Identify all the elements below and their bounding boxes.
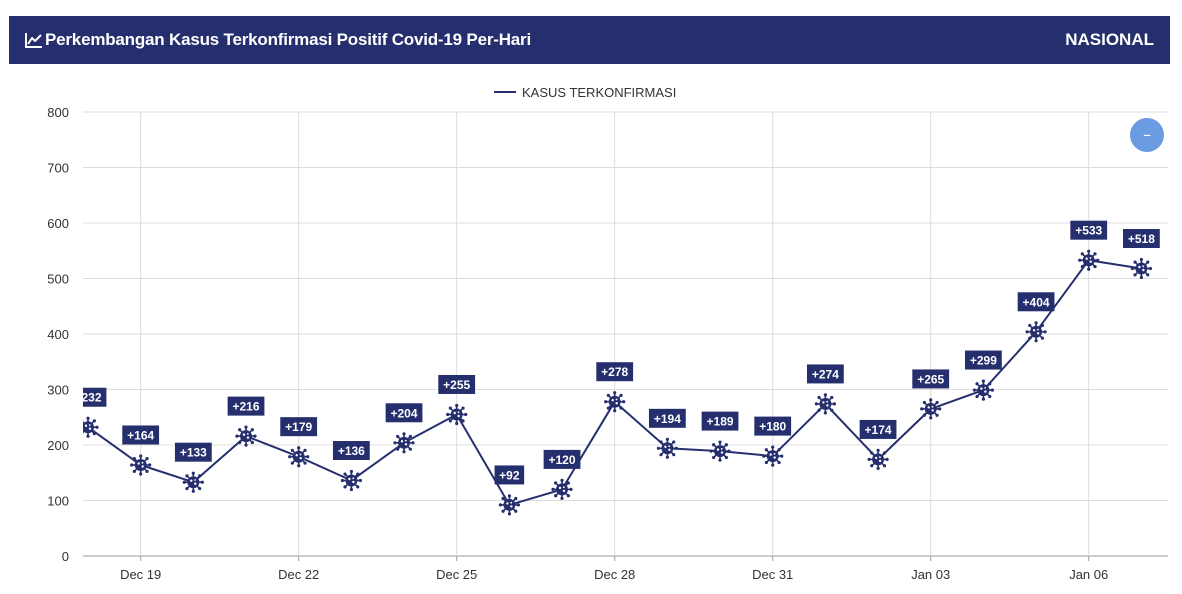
data-label-box <box>964 350 1002 370</box>
data-label: +189 <box>707 415 734 429</box>
virus-marker-icon[interactable] <box>1078 249 1100 271</box>
virus-marker-icon[interactable] <box>288 446 310 468</box>
data-label: +179 <box>285 420 312 434</box>
virus-marker-icon[interactable] <box>393 432 415 454</box>
line-chart: 0 100 200 300 400 500 600 700 800 Dec 19 Dec 22 Dec… <box>47 85 1168 582</box>
virus-marker-icon[interactable] <box>235 425 257 447</box>
line-chart-icon <box>25 33 42 48</box>
data-label-box <box>648 408 686 428</box>
data-label-box <box>912 369 950 389</box>
x-tick-label: Jan 03 <box>911 567 950 582</box>
data-label-box <box>806 364 844 384</box>
data-label: +404 <box>1023 295 1050 309</box>
virus-marker-icon[interactable] <box>446 403 468 426</box>
data-label-box <box>701 411 739 431</box>
title-wrap: Perkembangan Kasus Terkonfirmasi Positif… <box>25 16 531 64</box>
data-label: +204 <box>391 406 418 420</box>
data-label: +216 <box>232 400 259 414</box>
y-tick-label: 200 <box>47 438 69 453</box>
data-label: +136 <box>338 444 365 458</box>
data-label: +194 <box>654 412 681 426</box>
data-label: +518 <box>1128 232 1155 246</box>
virus-marker-icon[interactable] <box>551 478 573 500</box>
legend-label: KASUS TERKONFIRMASI <box>522 85 676 100</box>
data-label-box <box>122 425 160 445</box>
virus-marker-icon[interactable] <box>340 469 362 492</box>
data-label: +265 <box>917 372 944 386</box>
data-label-box <box>1070 220 1108 240</box>
virus-marker-icon[interactable] <box>77 416 99 438</box>
region-label: NASIONAL <box>1065 30 1154 49</box>
x-tick-label: Dec 28 <box>594 567 635 582</box>
y-tick-label: 600 <box>47 216 69 231</box>
data-label-box <box>174 442 212 462</box>
data-label-box <box>332 441 370 461</box>
data-label-box <box>859 419 897 439</box>
data-label-box <box>1017 292 1055 312</box>
y-tick-label: 400 <box>47 327 69 342</box>
virus-marker-icon[interactable] <box>130 454 152 476</box>
virus-marker-icon[interactable] <box>920 398 942 420</box>
virus-marker-icon[interactable] <box>1025 321 1047 343</box>
data-label-box <box>543 449 581 469</box>
data-label: +299 <box>970 354 997 368</box>
data-label: +92 <box>499 468 520 482</box>
y-tick-label: 500 <box>47 272 69 287</box>
virus-marker-icon[interactable] <box>498 494 520 516</box>
data-label: +533 <box>1075 224 1102 238</box>
data-label-box <box>227 396 265 416</box>
data-label: +274 <box>812 367 839 381</box>
virus-marker-icon[interactable] <box>972 379 994 401</box>
data-label: +164 <box>127 428 154 442</box>
data-label-box <box>438 374 476 394</box>
legend[interactable]: KASUS TERKONFIRMASI <box>494 85 676 100</box>
data-label: +255 <box>443 378 470 392</box>
data-label-box <box>385 403 423 423</box>
y-tick-label: 300 <box>47 383 69 398</box>
data-label: +180 <box>759 420 786 434</box>
data-label-box <box>754 416 792 436</box>
virus-marker-icon[interactable] <box>656 437 678 459</box>
data-label-box <box>280 417 318 437</box>
x-tick-label: Dec 25 <box>436 567 477 582</box>
data-label: +232 <box>74 391 101 405</box>
x-tick-label: Dec 22 <box>278 567 319 582</box>
minus-icon: – <box>1143 125 1151 144</box>
data-label-box <box>83 387 107 407</box>
data-label: +174 <box>865 423 892 437</box>
data-label: +278 <box>601 365 628 379</box>
virus-marker-icon[interactable] <box>604 391 626 413</box>
virus-marker-icon[interactable] <box>762 445 784 467</box>
zoom-out-button[interactable]: – <box>1130 118 1164 152</box>
chart-header: Perkembangan Kasus Terkonfirmasi Positif… <box>9 16 1170 64</box>
x-tick-label: Dec 31 <box>752 567 793 582</box>
plot-area: +232 +164 +133 +216 +179 +136 +204 +255 +92 +120 +… <box>74 220 1160 516</box>
y-tick-label: 800 <box>47 105 69 120</box>
data-label-box <box>596 362 634 382</box>
data-label: +120 <box>549 453 576 467</box>
y-tick-label: 100 <box>47 494 69 509</box>
y-tick-label: 700 <box>47 161 69 176</box>
chart-title: Perkembangan Kasus Terkonfirmasi Positif… <box>45 30 531 49</box>
data-label-box <box>494 465 525 485</box>
x-tick-label: Jan 06 <box>1069 567 1108 582</box>
y-tick-label: 0 <box>62 549 69 564</box>
data-label-box <box>1123 229 1160 249</box>
virus-marker-icon[interactable] <box>182 471 204 493</box>
virus-marker-icon[interactable] <box>709 440 731 462</box>
data-label: +133 <box>180 446 207 460</box>
virus-marker-icon[interactable] <box>814 393 836 415</box>
virus-marker-icon[interactable] <box>867 448 889 470</box>
x-tick-label: Dec 19 <box>120 567 161 582</box>
virus-marker-icon[interactable] <box>1130 257 1152 280</box>
